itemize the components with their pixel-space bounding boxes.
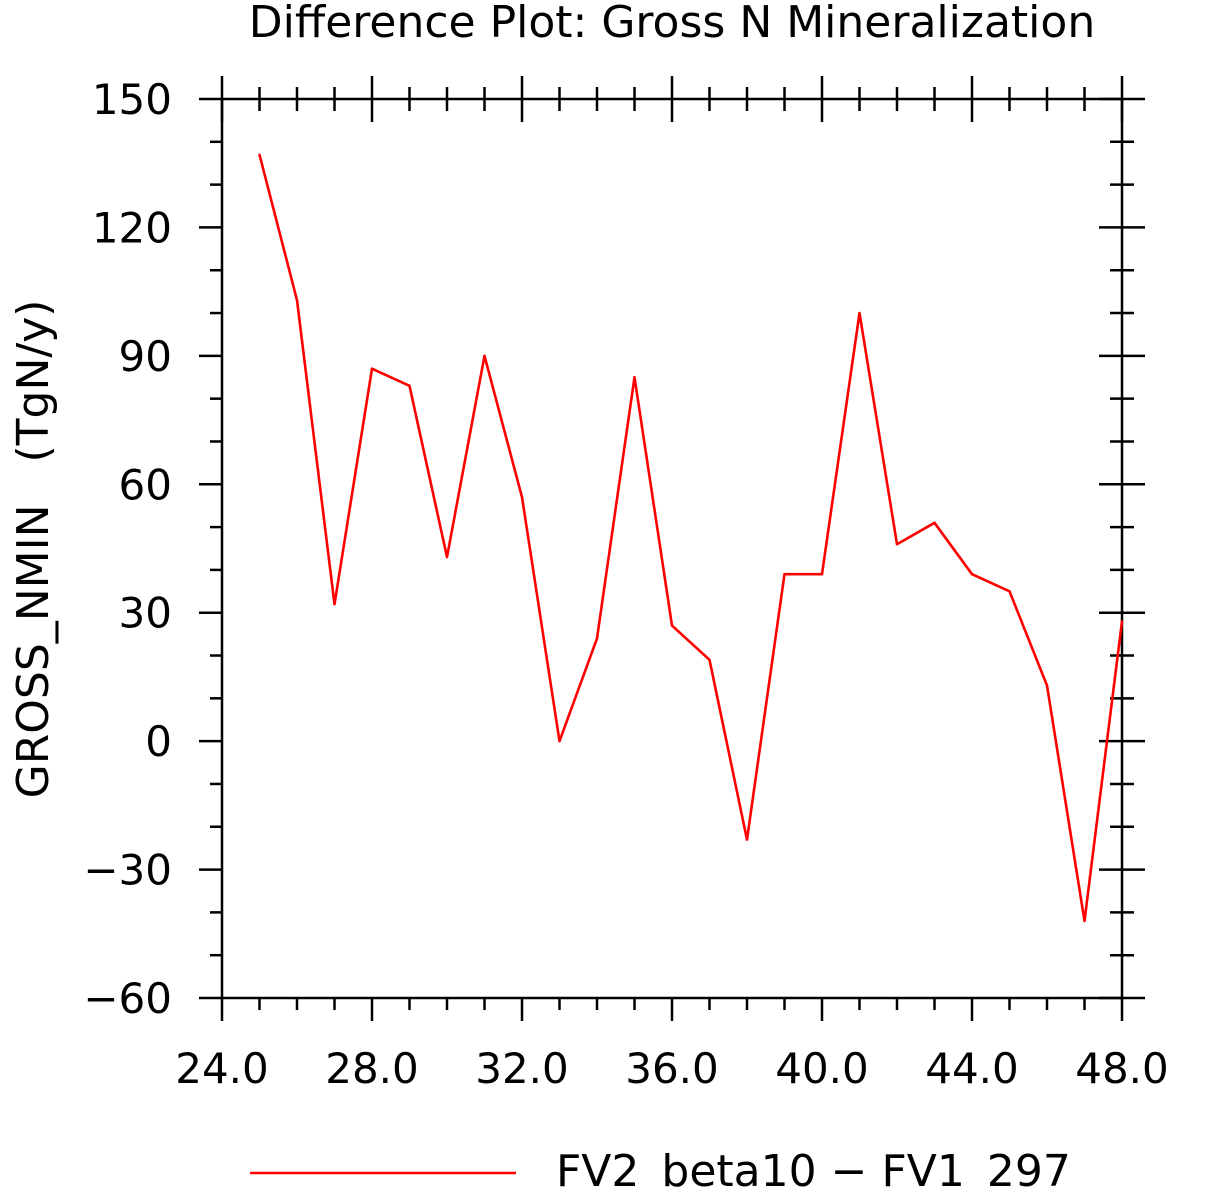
y-tick-labels: 150 120 90 60 30 0 −30 −60 bbox=[83, 75, 172, 1023]
data-point bbox=[408, 384, 411, 388]
data-point bbox=[783, 572, 786, 576]
data-point bbox=[820, 572, 824, 576]
data-point bbox=[370, 367, 374, 370]
data-point bbox=[595, 637, 599, 640]
data-point bbox=[933, 521, 936, 525]
y-tick-label: 0 bbox=[145, 717, 172, 766]
data-point bbox=[483, 354, 486, 358]
y-tick-label: 60 bbox=[119, 460, 172, 509]
axis-ticks bbox=[199, 76, 1145, 1021]
data-point bbox=[520, 495, 524, 499]
x-tick-label: 24.0 bbox=[175, 1044, 269, 1093]
data-point bbox=[558, 739, 561, 743]
data-points bbox=[258, 153, 1124, 923]
data-point bbox=[633, 376, 636, 379]
x-tick-label: 40.0 bbox=[775, 1044, 869, 1093]
x-tick-label: 28.0 bbox=[325, 1044, 419, 1093]
y-tick-label: 120 bbox=[92, 203, 172, 252]
x-tick-label: 36.0 bbox=[625, 1044, 719, 1093]
legend-label: FV2_beta10 − FV1_297 bbox=[556, 1146, 1071, 1193]
data-point bbox=[970, 572, 974, 576]
data-point bbox=[745, 838, 749, 841]
x-tick-label: 48.0 bbox=[1075, 1044, 1169, 1093]
data-point bbox=[1045, 684, 1049, 687]
y-axis-label: GROSS_NMIN (TgN/y) bbox=[8, 300, 59, 799]
data-point bbox=[1083, 919, 1086, 923]
data-point bbox=[333, 602, 336, 606]
data-point bbox=[670, 624, 674, 627]
x-tick-label: 32.0 bbox=[475, 1044, 569, 1093]
data-point bbox=[1008, 590, 1011, 593]
plot-frame bbox=[220, 97, 1124, 1000]
data-point bbox=[895, 543, 899, 546]
y-tick-label: −30 bbox=[83, 846, 172, 895]
y-tick-label: 30 bbox=[119, 589, 172, 638]
data-point bbox=[295, 299, 299, 302]
data-point bbox=[858, 311, 861, 315]
y-tick-label: 150 bbox=[92, 75, 172, 124]
x-tick-label: 44.0 bbox=[925, 1044, 1019, 1093]
data-point bbox=[1120, 620, 1124, 623]
data-point bbox=[258, 153, 261, 156]
series-line bbox=[258, 154, 1124, 923]
y-tick-label: −60 bbox=[83, 974, 172, 1023]
data-point bbox=[445, 555, 449, 559]
y-tick-label: 90 bbox=[119, 332, 172, 381]
data-point bbox=[708, 658, 711, 662]
chart-title: Difference Plot: Gross N Mineralization bbox=[249, 0, 1095, 48]
x-tick-labels: 24.0 28.0 32.0 36.0 40.0 44.0 48.0 bbox=[175, 1044, 1169, 1093]
